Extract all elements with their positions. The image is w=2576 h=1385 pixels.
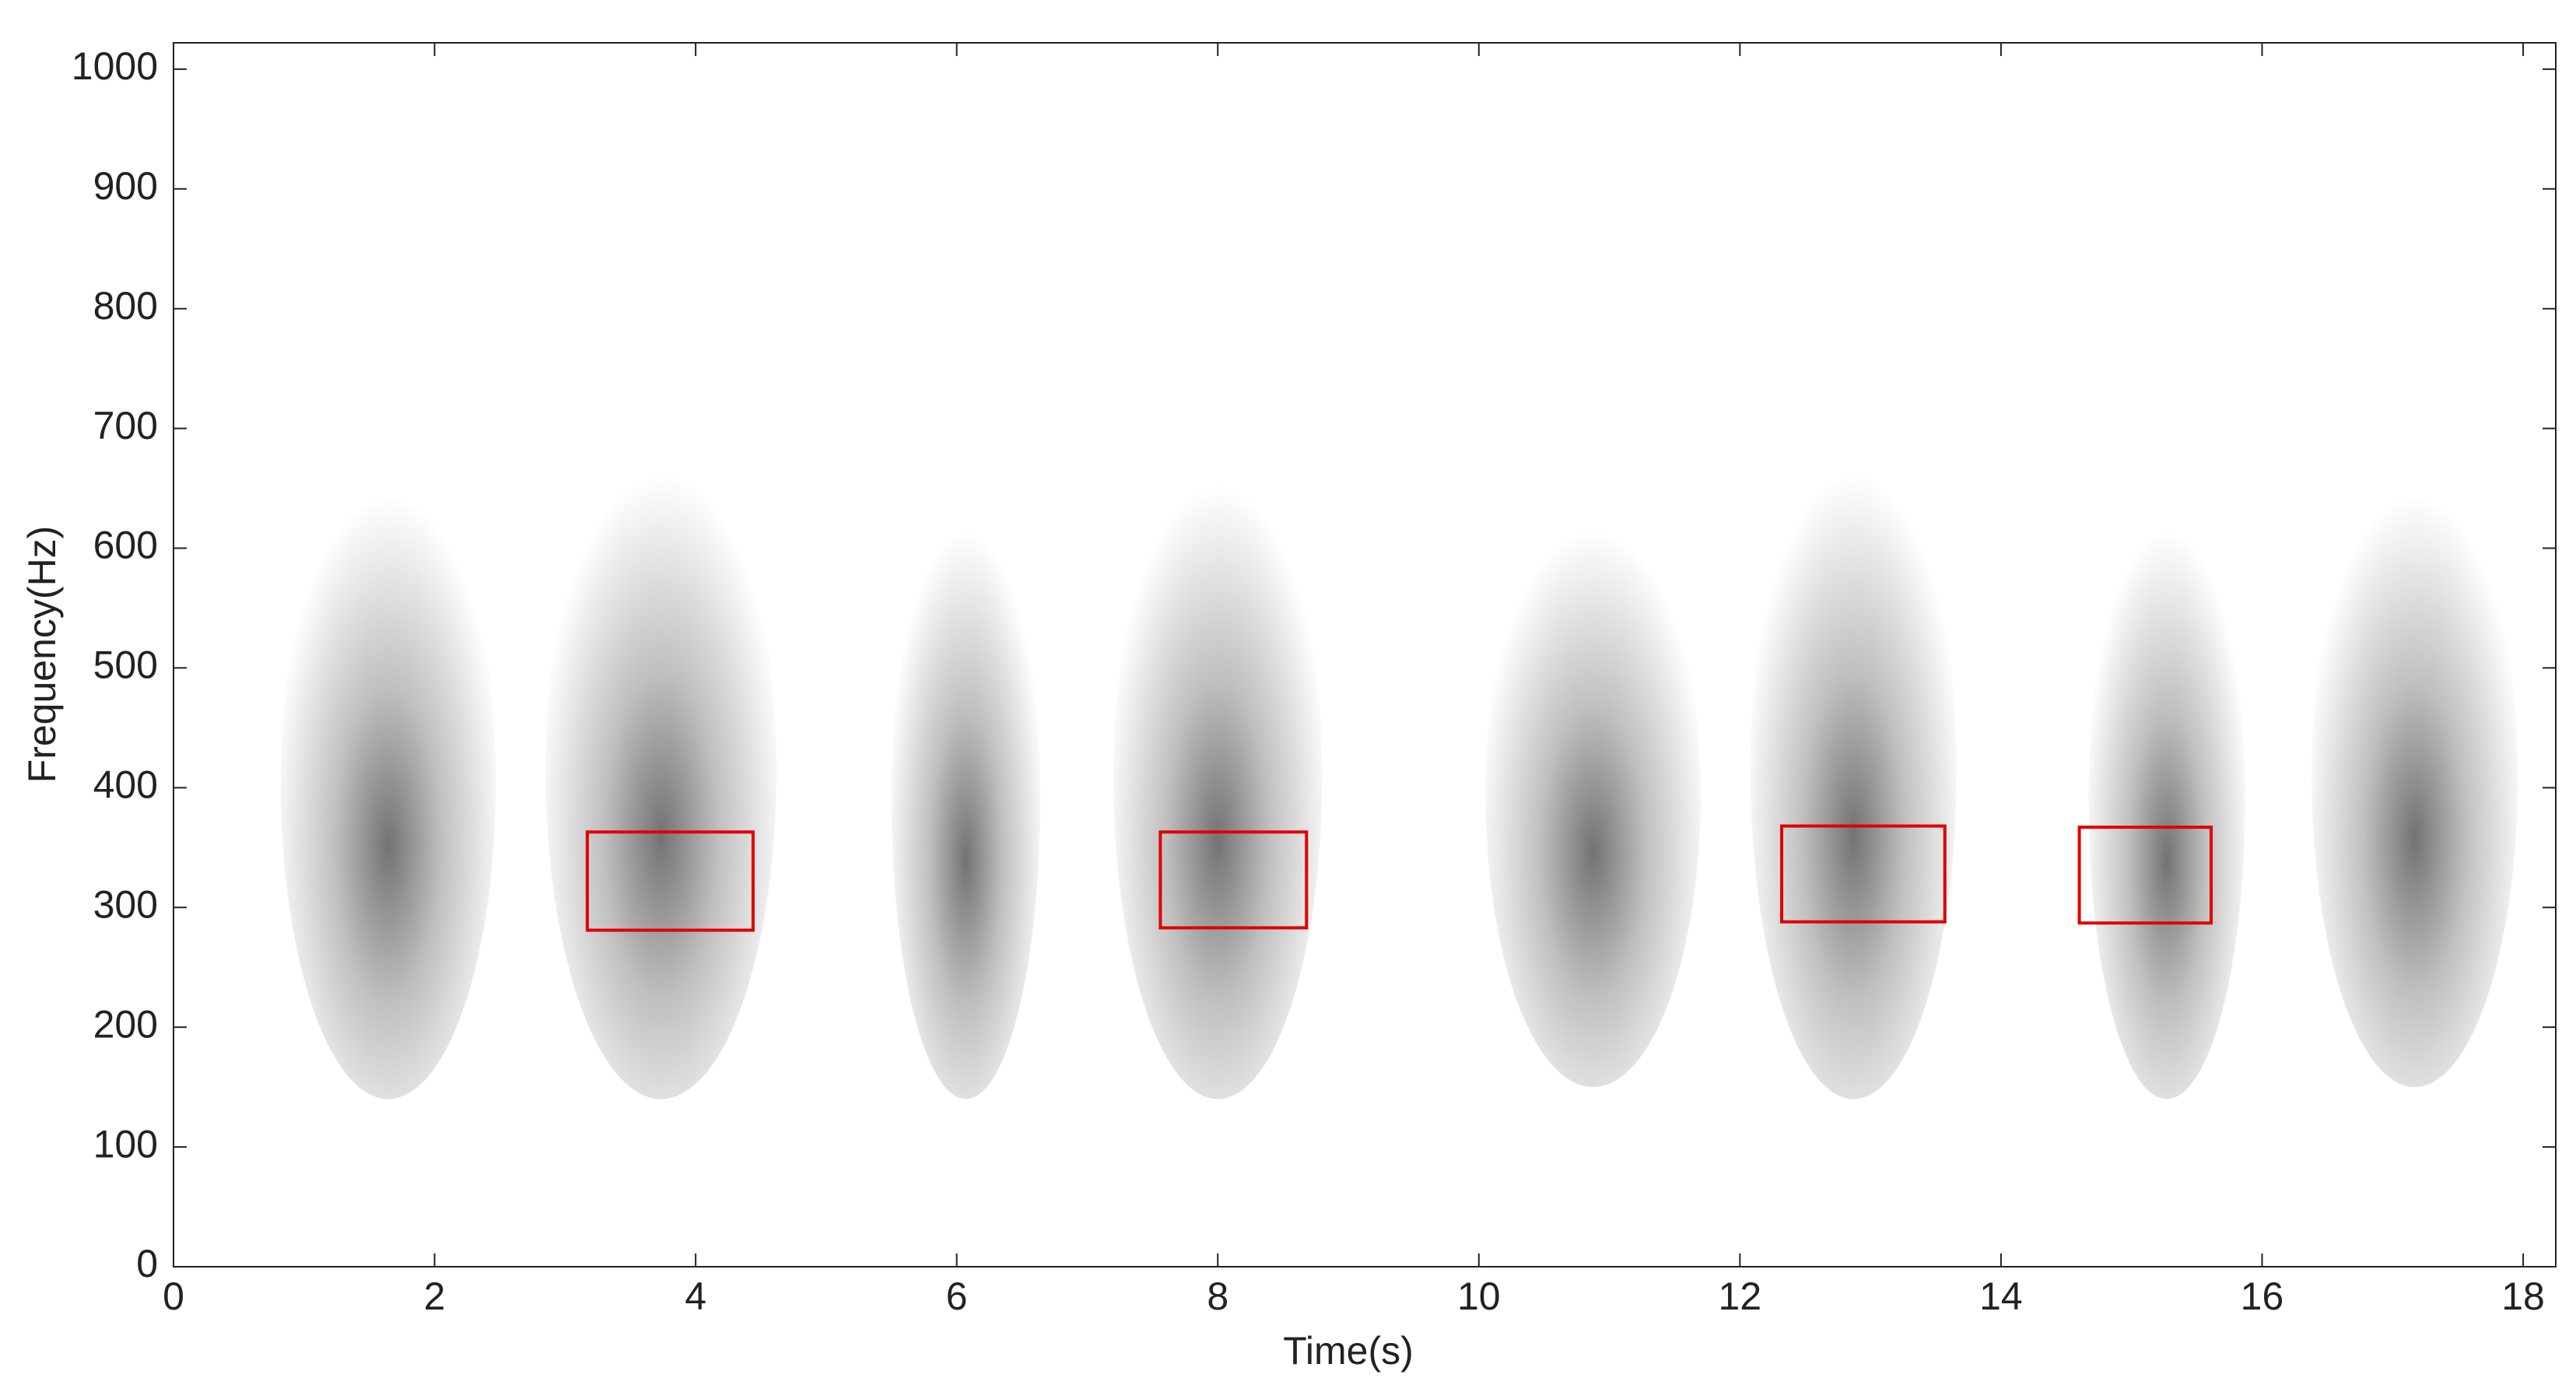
- y-axis-label: Frequency(Hz): [20, 526, 64, 784]
- y-tick-label: 300: [93, 882, 158, 926]
- energy-region: [1750, 440, 1957, 1099]
- x-tick-label: 12: [1719, 1275, 1762, 1318]
- y-tick-label: 500: [93, 643, 158, 687]
- x-tick-label: 0: [163, 1275, 184, 1318]
- x-tick-label: 2: [424, 1275, 446, 1318]
- y-tick-label: 400: [93, 763, 158, 807]
- y-tick-label: 800: [93, 284, 158, 328]
- y-tick-label: 600: [93, 524, 158, 567]
- x-tick-label: 10: [1457, 1275, 1501, 1318]
- x-tick-label: 8: [1207, 1275, 1228, 1318]
- energy-region: [1113, 452, 1323, 1099]
- energy-region: [280, 464, 496, 1099]
- highlight-box: [2077, 826, 2213, 925]
- highlight-box: [1780, 824, 1947, 924]
- plot-area: [280, 440, 2518, 1099]
- y-tick-label: 900: [93, 164, 158, 208]
- energy-region: [2311, 464, 2518, 1088]
- y-tick-label: 100: [93, 1122, 158, 1166]
- axes-frame: [173, 42, 2557, 1268]
- x-tick-label: 18: [2501, 1275, 2545, 1318]
- y-tick-label: 0: [136, 1242, 158, 1285]
- x-tick-label: 16: [2241, 1275, 2284, 1318]
- energy-region: [891, 500, 1041, 1099]
- y-tick-label: 200: [93, 1002, 158, 1046]
- x-tick-label: 4: [685, 1275, 706, 1318]
- energy-region: [1485, 500, 1702, 1088]
- energy-region: [545, 440, 777, 1099]
- highlight-box: [585, 830, 755, 932]
- y-tick-label: 1000: [72, 44, 158, 88]
- highlight-box: [1158, 830, 1309, 930]
- x-tick-label: 6: [946, 1275, 968, 1318]
- x-tick-label: 14: [1979, 1275, 2023, 1318]
- y-tick-label: 700: [93, 404, 158, 447]
- x-axis-label: Time(s): [1283, 1329, 1414, 1373]
- energy-region: [2088, 500, 2245, 1099]
